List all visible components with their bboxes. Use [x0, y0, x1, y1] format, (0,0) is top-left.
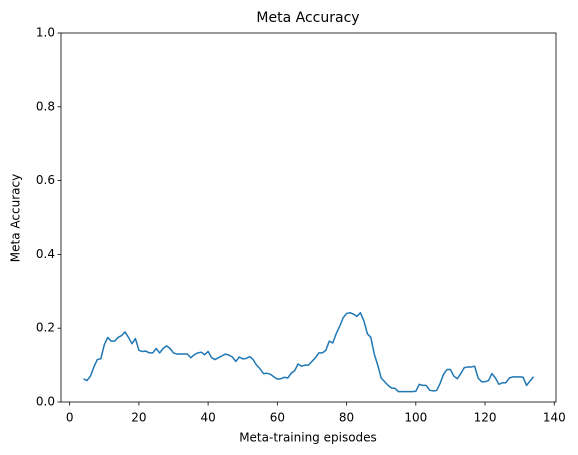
line-series — [83, 311, 535, 393]
x-tick-label: 20 — [131, 411, 146, 425]
chart-title: Meta Accuracy — [256, 10, 359, 26]
x-tick-label: 140 — [543, 411, 566, 425]
x-tick-label: 120 — [474, 411, 497, 425]
y-tick-label: 1.0 — [36, 26, 55, 40]
y-tick-label: 0.8 — [36, 99, 55, 113]
x-tick-label: 100 — [404, 411, 427, 425]
y-axis-label: Meta Accuracy — [9, 174, 23, 262]
y-tick-label: 0.4 — [36, 247, 55, 261]
x-tick-label: 0 — [66, 411, 74, 425]
x-axis-label: Meta-training episodes — [239, 431, 377, 445]
plot-frame — [60, 32, 557, 403]
y-tick-label: 0.6 — [36, 173, 55, 187]
y-tick-label: 0.2 — [36, 321, 55, 335]
y-tick-label: 0.0 — [36, 395, 55, 409]
x-tick-label: 80 — [339, 411, 354, 425]
x-tick-label: 60 — [270, 411, 285, 425]
x-tick-label: 40 — [200, 411, 215, 425]
